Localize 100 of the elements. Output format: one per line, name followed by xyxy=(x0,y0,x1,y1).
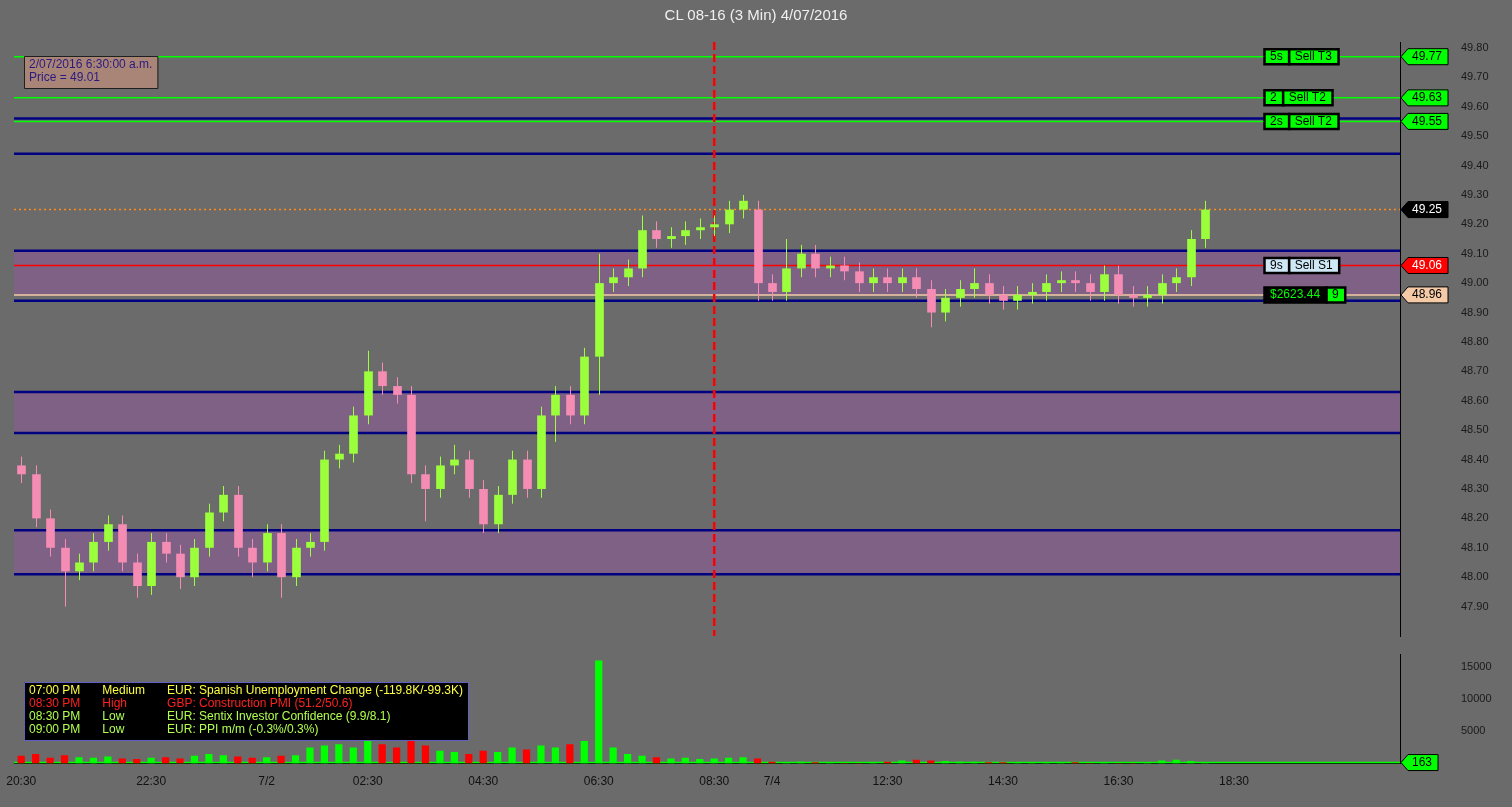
x-tick-label: 18:30 xyxy=(1218,774,1250,789)
annotation: Price = 49.01 xyxy=(29,70,101,85)
bar xyxy=(118,758,126,764)
candlestick xyxy=(667,226,676,249)
candlestick xyxy=(1042,273,1051,302)
y-tick-label: 48.30 xyxy=(1461,482,1489,494)
candlestick xyxy=(465,450,474,499)
candlestick xyxy=(147,532,156,596)
candlestick xyxy=(277,523,286,599)
bar xyxy=(407,739,415,764)
candlestick xyxy=(826,256,835,278)
ref-line-label: 49.06 xyxy=(1412,257,1443,272)
bar xyxy=(522,749,531,764)
candlestick xyxy=(956,279,965,308)
candlestick xyxy=(118,514,127,572)
candlestick xyxy=(1172,267,1181,293)
candlestick xyxy=(681,220,690,246)
candlestick xyxy=(869,267,878,293)
candlestick xyxy=(1143,285,1152,308)
candlestick xyxy=(364,350,373,425)
candlestick xyxy=(320,450,329,552)
candlestick xyxy=(566,385,575,425)
candlestick xyxy=(349,406,358,464)
ref-line-label: 48.96 xyxy=(1412,287,1443,302)
annotation: Low xyxy=(102,709,125,724)
annotation: 07:00 PM xyxy=(29,683,81,698)
candlestick xyxy=(941,288,950,322)
chart-title: CL 08-16 (3 Min) 4/07/2016 xyxy=(663,5,849,25)
candlestick xyxy=(104,514,113,552)
candlestick xyxy=(912,267,921,299)
annotation: Low xyxy=(102,722,125,737)
bar xyxy=(753,758,762,764)
candlestick xyxy=(205,503,214,558)
candlestick xyxy=(479,479,488,534)
y-tick-label: 49.40 xyxy=(1461,158,1489,171)
candlestick xyxy=(537,406,546,499)
x-tick-label: 22:30 xyxy=(136,774,167,789)
annotation: 5s xyxy=(1270,49,1283,64)
candlestick xyxy=(754,200,763,302)
candlestick xyxy=(985,273,994,305)
annotation: Sell T2 xyxy=(1294,113,1333,128)
annotation: 08:30 PM xyxy=(29,709,81,724)
candlestick xyxy=(75,553,84,581)
y-tick-label: 48.90 xyxy=(1461,305,1489,318)
bar xyxy=(421,745,430,764)
candlestick xyxy=(17,456,26,484)
y-tick-label: 49.30 xyxy=(1461,187,1489,200)
y-tick-label: 49.70 xyxy=(1461,70,1489,83)
candlestick xyxy=(46,509,55,558)
y-tick-label: 47.90 xyxy=(1461,599,1489,612)
x-tick-label: 7/2 xyxy=(258,774,276,789)
candlestick xyxy=(1129,285,1138,308)
candlestick xyxy=(609,267,618,293)
bar xyxy=(927,760,935,764)
bar xyxy=(566,744,574,764)
candlestick xyxy=(32,464,41,528)
candlestick xyxy=(768,273,777,302)
candlestick xyxy=(61,538,70,608)
candlestick xyxy=(696,217,705,240)
candlestick xyxy=(176,544,185,590)
y-tick-label: 49.10 xyxy=(1461,246,1489,259)
y-tick-label: 10000 xyxy=(1461,692,1492,705)
x-tick-label: 06:30 xyxy=(583,774,615,789)
candlestick xyxy=(1114,264,1123,305)
y-tick-label: 48.20 xyxy=(1461,511,1489,524)
annotation: EUR: Spanish Unemployment Change (-119.8K/-99.3K) xyxy=(167,683,463,698)
candlestick xyxy=(335,444,344,469)
annotation: Sell S1 xyxy=(1294,257,1334,272)
candlestick xyxy=(840,256,849,281)
candlestick xyxy=(782,238,791,302)
x-tick-label: 02:30 xyxy=(352,774,384,789)
y-tick-label: 48.40 xyxy=(1461,452,1489,465)
candlestick xyxy=(624,259,633,287)
candlestick xyxy=(133,553,142,599)
bar xyxy=(46,757,54,764)
ref-line-label: 49.55 xyxy=(1412,113,1443,128)
y-tick-label: 49.00 xyxy=(1461,276,1489,289)
annotation: 9s xyxy=(1270,257,1283,272)
x-tick-label: 04:30 xyxy=(468,774,499,789)
candlestick xyxy=(162,532,171,563)
candlestick xyxy=(234,485,243,558)
candlestick xyxy=(1187,229,1196,287)
bar xyxy=(392,747,401,764)
candlestick xyxy=(1100,264,1109,302)
candlestick xyxy=(523,450,532,499)
y-tick-label: 49.50 xyxy=(1461,129,1489,142)
bar xyxy=(32,753,40,764)
bar xyxy=(378,744,386,764)
annotation: High xyxy=(102,696,128,711)
x-tick-label: 14:30 xyxy=(987,774,1019,789)
candlestick xyxy=(999,285,1008,311)
ref-line-label: 49.25 xyxy=(1412,201,1443,216)
candlestick xyxy=(551,385,560,443)
candlestick xyxy=(638,215,647,278)
candlestick xyxy=(263,523,272,572)
annotation: Sell T2 xyxy=(1288,90,1327,105)
x-tick-label: 20:30 xyxy=(6,774,37,789)
candlestick xyxy=(739,194,748,219)
candlestick xyxy=(855,262,864,293)
candlestick xyxy=(306,532,315,558)
